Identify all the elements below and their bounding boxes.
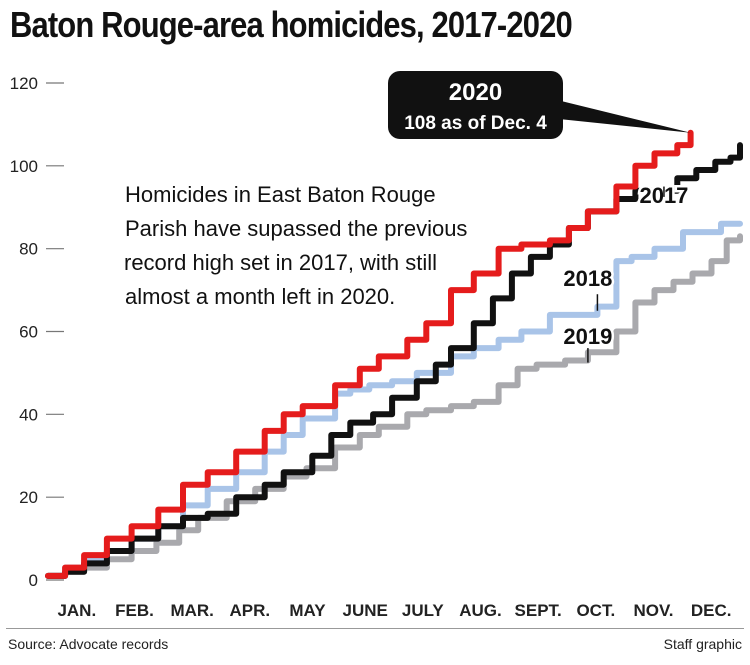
x-month-label: FEB. (115, 601, 154, 620)
x-month-label: APR. (230, 601, 271, 620)
x-month-label: MAR. (170, 601, 213, 620)
x-month-label: JULY (402, 601, 445, 620)
y-tick-label: 40 (19, 405, 38, 424)
annotation-text: Homicides in East Baton Rouge Parish have… (124, 182, 467, 309)
source-note: Source: Advocate records (8, 636, 169, 652)
callout-pointer (553, 99, 691, 133)
series-label-2018: 2018 (563, 266, 612, 291)
series-label-2019: 2019 (563, 324, 612, 349)
y-tick-label: 120 (10, 74, 38, 93)
x-month-label: MAY (289, 601, 326, 620)
callout-box (388, 71, 563, 139)
series-line-2019 (45, 233, 743, 579)
x-month-label: NOV. (633, 601, 673, 620)
callout-title: 2020 (449, 79, 502, 106)
y-tick-label: 80 (19, 240, 38, 259)
x-month-label: JAN. (57, 601, 96, 620)
x-month-label: DEC. (691, 601, 732, 620)
series-line-2020 (45, 129, 694, 579)
y-tick-label: 60 (19, 323, 38, 342)
chart-title: Baton Rouge-area homicides, 2017-2020 (10, 4, 573, 45)
y-tick-label: 20 (19, 488, 38, 507)
y-tick-label: 100 (10, 157, 38, 176)
callout-subtitle: 108 as of Dec. 4 (404, 113, 547, 134)
series-line-2017 (45, 142, 743, 579)
x-month-label: OCT. (576, 601, 615, 620)
y-tick-label: 0 (29, 571, 38, 590)
credit-note: Staff graphic (663, 636, 742, 652)
footer-divider (6, 628, 744, 629)
x-month-label: SEPT. (515, 601, 562, 620)
x-month-label: AUG. (459, 601, 502, 620)
x-month-label: JUNE (342, 601, 387, 620)
